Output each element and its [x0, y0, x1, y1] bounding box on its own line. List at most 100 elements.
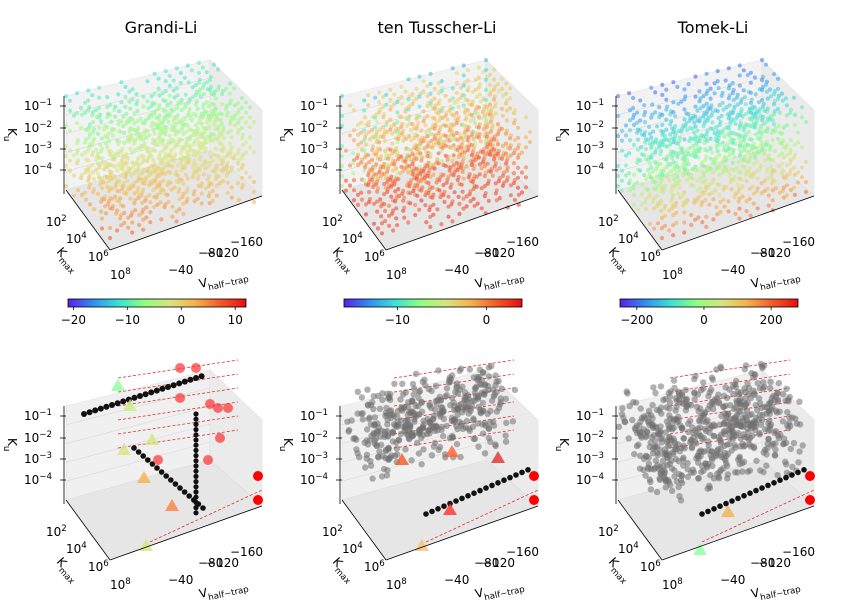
- data-point: [389, 194, 394, 199]
- data-point: [426, 401, 433, 408]
- data-point: [615, 93, 621, 99]
- data-point: [503, 81, 509, 86]
- data-point: [439, 79, 444, 84]
- data-point: [508, 193, 513, 198]
- data-point: [410, 162, 415, 167]
- data-point: [671, 140, 676, 145]
- data-point: [747, 490, 753, 497]
- data-point: [474, 184, 479, 189]
- data-point: [102, 127, 107, 132]
- data-point: [729, 498, 735, 504]
- x-axis-line: [385, 505, 539, 561]
- data-point: [704, 417, 711, 424]
- data-point: [682, 97, 687, 102]
- data-point: [751, 426, 759, 433]
- data-point: [653, 424, 660, 432]
- data-point: [433, 400, 440, 408]
- data-point: [160, 91, 165, 96]
- data-point: [787, 161, 793, 166]
- data-point: [378, 197, 383, 202]
- data-point: [711, 197, 716, 202]
- data-point: [130, 220, 135, 225]
- data-point: [752, 75, 758, 80]
- data-point: [457, 453, 464, 461]
- data-point: [394, 166, 399, 171]
- data-point: [475, 403, 482, 411]
- y-axis-line: [341, 189, 387, 251]
- data-point: [103, 403, 110, 410]
- data-point: [711, 506, 717, 512]
- z-tick-label: 10−4: [576, 472, 604, 487]
- data-point: [131, 164, 136, 169]
- data-point: [370, 127, 375, 132]
- data-point: [122, 220, 127, 226]
- data-point: [107, 235, 113, 241]
- data-point: [206, 184, 211, 189]
- data-point: [359, 416, 366, 423]
- data-point: [752, 115, 758, 120]
- data-point: [419, 128, 424, 133]
- data-point: [201, 92, 206, 97]
- data-point: [750, 443, 757, 450]
- data-point: [629, 416, 636, 424]
- data-point: [174, 86, 179, 91]
- data-point: [355, 142, 361, 147]
- data-point: [396, 157, 401, 162]
- data-point: [623, 163, 629, 168]
- data-point: [653, 140, 658, 145]
- data-point: [239, 95, 245, 100]
- data-point: [647, 194, 652, 199]
- data-point: [173, 132, 178, 137]
- data-point: [507, 136, 513, 141]
- data-point: [168, 170, 173, 175]
- data-point: [366, 123, 371, 128]
- data-point: [347, 133, 353, 138]
- data-point: [436, 111, 441, 116]
- data-point: [470, 415, 477, 422]
- data-point: [643, 120, 648, 125]
- data-point: [127, 119, 132, 124]
- data-point: [382, 192, 387, 197]
- data-point: [765, 482, 771, 489]
- data-point: [398, 404, 405, 411]
- data-point: [724, 475, 731, 482]
- data-point: [109, 129, 114, 134]
- data-point: [732, 404, 739, 411]
- data-point: [356, 454, 363, 461]
- data-point: [752, 402, 760, 409]
- data-point: [796, 398, 803, 405]
- data-point: [494, 198, 499, 203]
- data-point: [404, 136, 409, 141]
- data-point: [660, 142, 665, 147]
- data-point: [662, 429, 669, 436]
- data-point: [363, 142, 369, 147]
- data-point: [627, 91, 632, 96]
- data-point: [685, 420, 692, 427]
- data-point: [688, 145, 693, 151]
- data-point: [406, 408, 413, 416]
- data-point: [698, 106, 703, 111]
- data-point: [762, 178, 767, 183]
- data-point: [650, 432, 657, 439]
- data-point: [500, 173, 505, 178]
- data-point: [465, 78, 470, 83]
- data-point: [371, 201, 377, 206]
- data-point: [163, 129, 168, 134]
- data-point: [377, 433, 384, 440]
- data-point: [186, 160, 191, 165]
- data-point: [619, 168, 625, 173]
- data-point: [134, 132, 139, 137]
- data-point: [395, 150, 400, 155]
- data-point: [727, 173, 732, 178]
- data-point: [726, 96, 731, 101]
- data-point: [642, 133, 647, 138]
- data-point: [99, 226, 105, 231]
- data-point: [443, 113, 448, 118]
- data-point: [681, 203, 686, 208]
- data-point: [339, 183, 345, 189]
- data-point: [436, 161, 441, 166]
- z-tick-label: 10−1: [24, 408, 52, 423]
- data-point: [737, 63, 742, 68]
- data-point: [770, 188, 775, 193]
- data-point: [706, 389, 713, 396]
